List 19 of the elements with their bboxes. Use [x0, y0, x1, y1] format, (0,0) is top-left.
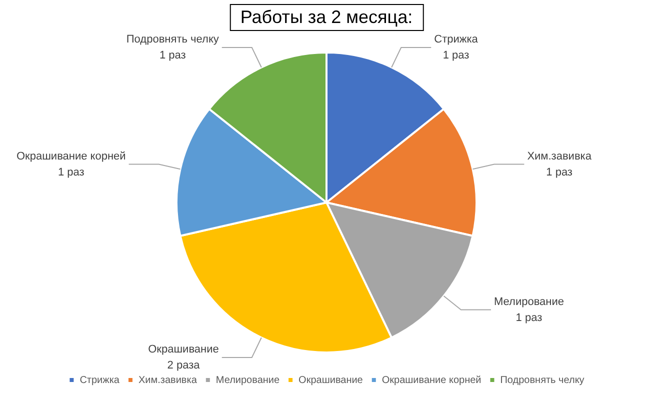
slice-label: Хим.завивка [527, 150, 592, 162]
slice-label: Окрашивание корней [16, 150, 126, 162]
slice-label: Мелирование [494, 296, 564, 308]
slice-label: Окрашивание [148, 344, 219, 356]
legend-label: Окрашивание корней [382, 374, 482, 386]
legend-label: Подровнять челку [500, 374, 584, 386]
chart-title: Работы за 2 месяца: [229, 4, 424, 31]
slice-label: Стрижка [434, 34, 479, 46]
data-label: 2 раза [167, 360, 201, 372]
data-label: 1 раз [546, 166, 572, 178]
data-label: 1 раз [442, 50, 470, 62]
slice-label: Подровнять челку [126, 34, 220, 46]
data-label: 1 раз [516, 312, 542, 324]
data-label: 1 раз [159, 50, 186, 62]
legend-label: Хим.завивка [138, 374, 198, 386]
legend-label: Стрижка [80, 374, 120, 386]
legend-label: Окрашивание [298, 374, 364, 386]
data-label: 1 раз [58, 166, 84, 178]
legend-label: Мелирование [216, 374, 280, 386]
